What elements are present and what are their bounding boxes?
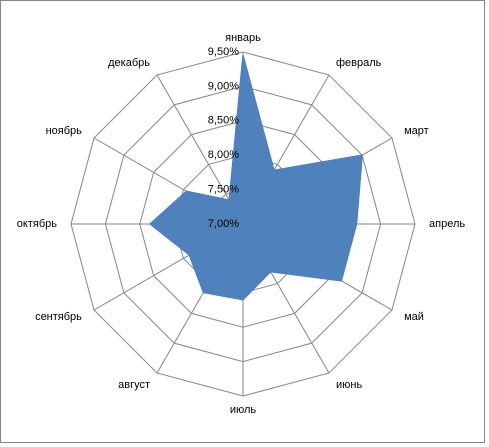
category-label: июнь [336, 379, 362, 391]
category-label: май [404, 311, 424, 323]
category-label: октябрь [17, 218, 57, 230]
y-tick-label: 9,00% [208, 80, 239, 92]
category-label: март [404, 125, 429, 137]
y-tick-label: 7,50% [208, 184, 239, 196]
category-label: декабрь [108, 57, 150, 69]
y-tick-label: 9,50% [208, 46, 239, 58]
category-label: август [118, 379, 150, 391]
category-label: февраль [336, 57, 382, 69]
category-label: апрель [429, 218, 465, 230]
data-area [148, 55, 363, 301]
category-label: январь [225, 32, 261, 44]
y-tick-label: 7,00% [208, 218, 239, 230]
y-tick-label: 8,50% [208, 115, 239, 127]
y-tick-label: 8,00% [208, 149, 239, 161]
category-label: сентябрь [35, 311, 82, 323]
category-label: июль [230, 404, 257, 416]
category-label: ноябрь [46, 125, 83, 137]
